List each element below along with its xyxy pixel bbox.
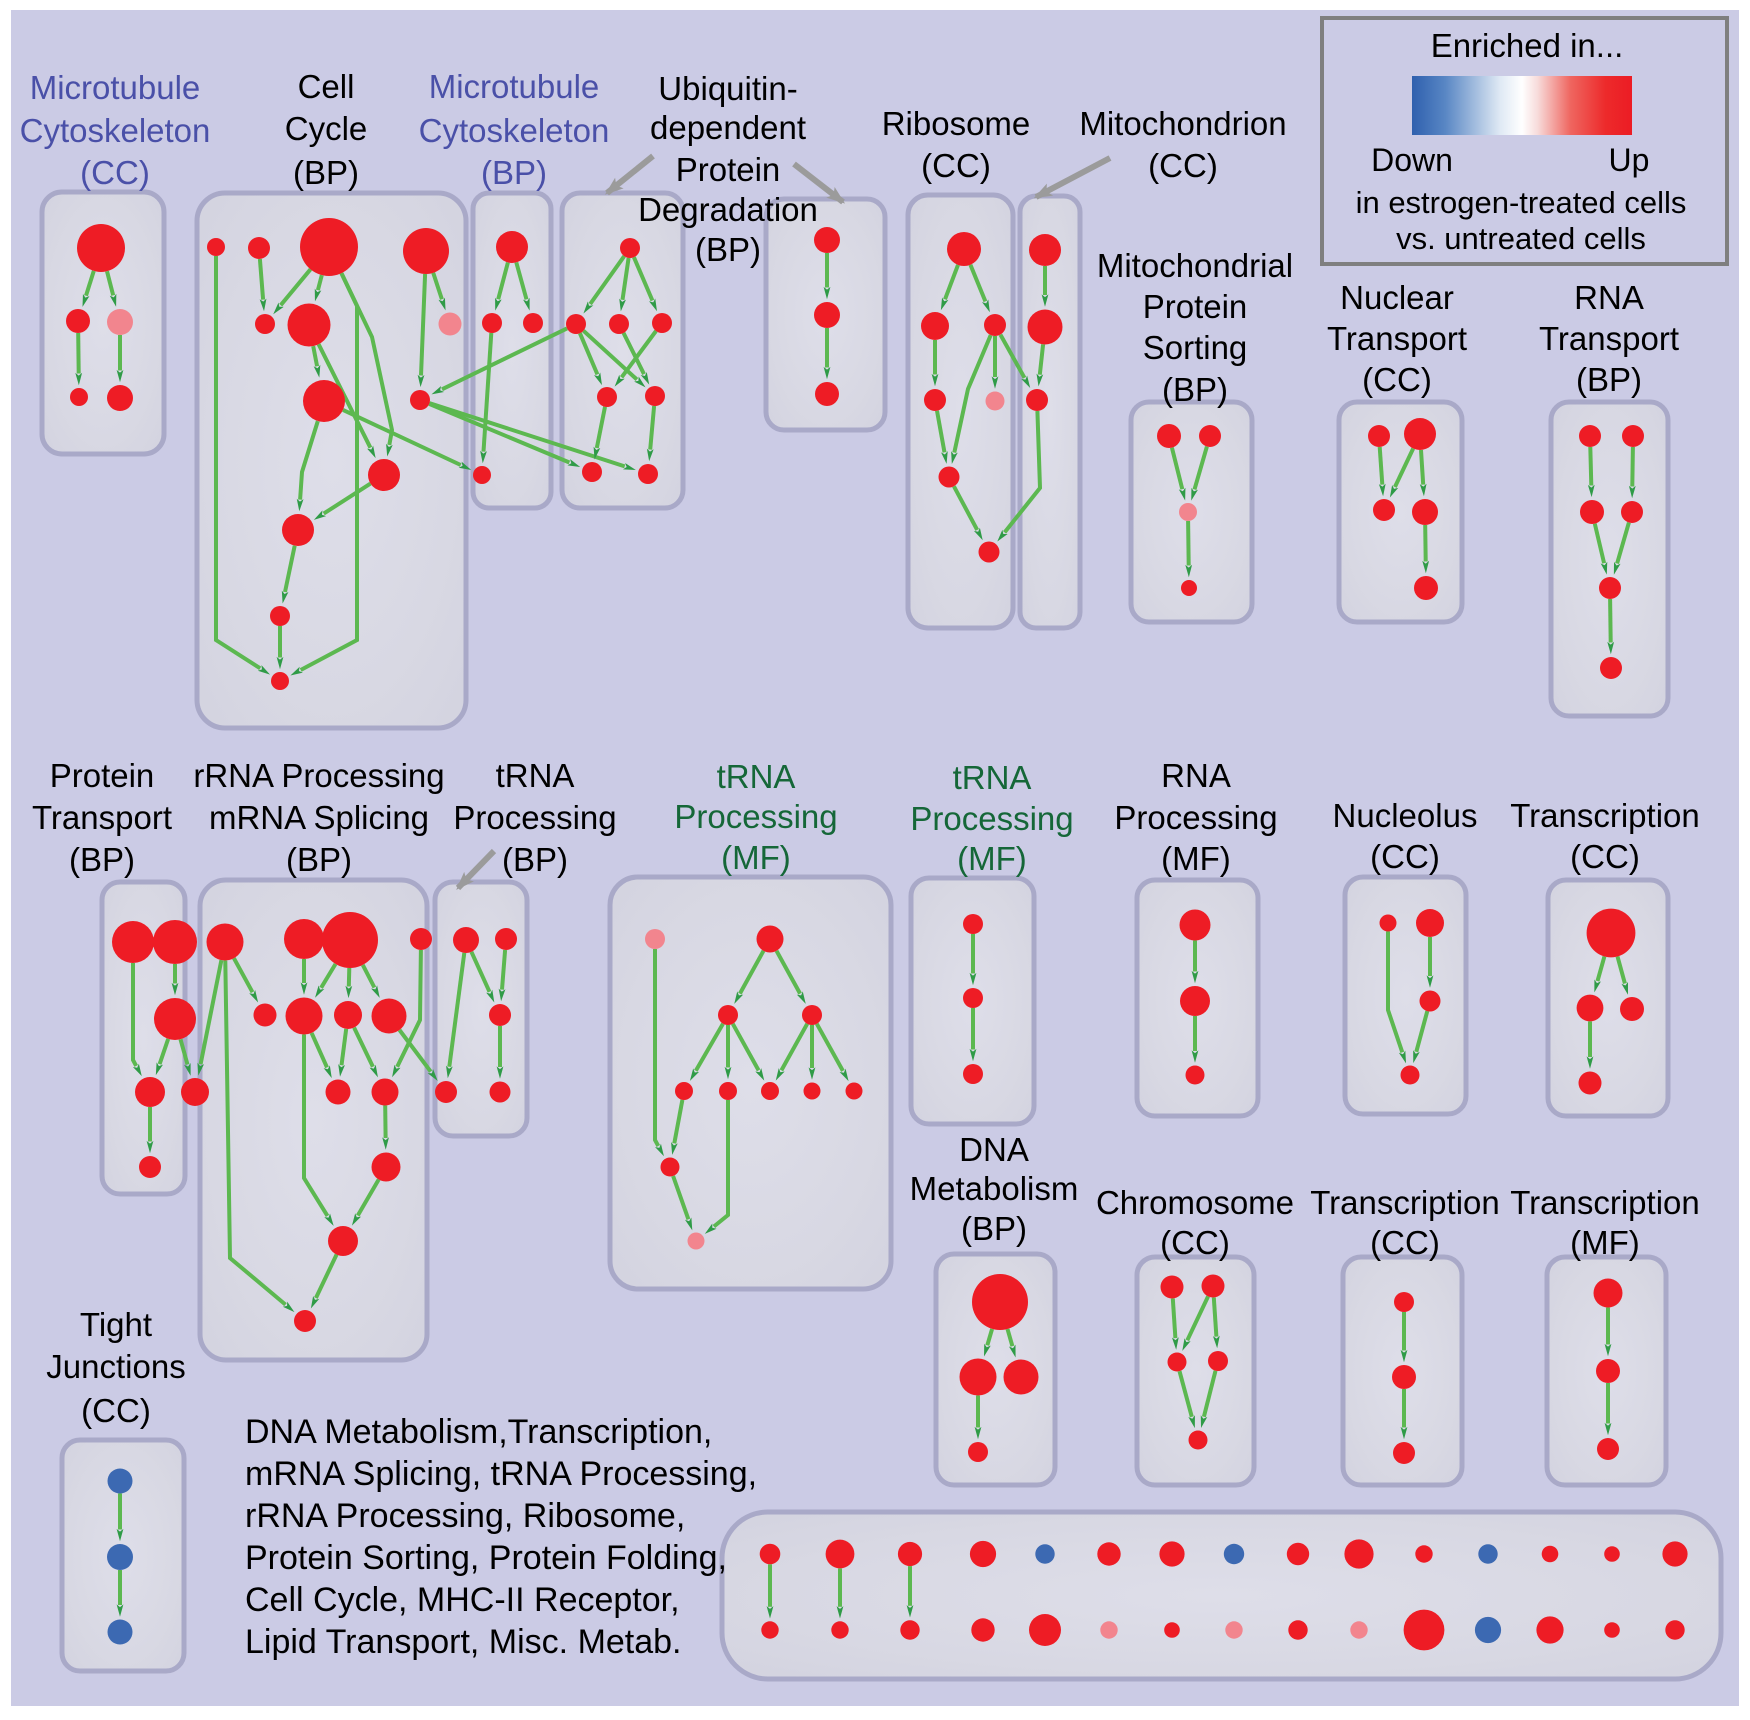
svg-text:(MF): (MF)	[957, 840, 1027, 877]
svg-text:Ribosome: Ribosome	[882, 105, 1031, 142]
svg-text:(CC): (CC)	[921, 147, 991, 184]
svg-text:(MF): (MF)	[721, 839, 791, 876]
svg-text:Processing: Processing	[910, 800, 1073, 837]
svg-text:vs. untreated cells: vs. untreated cells	[1396, 221, 1646, 256]
svg-text:Protein: Protein	[1143, 288, 1248, 325]
svg-text:tRNA: tRNA	[717, 758, 796, 795]
svg-text:Processing: Processing	[674, 798, 837, 835]
svg-text:(BP): (BP)	[961, 1210, 1027, 1247]
svg-text:Cycle: Cycle	[285, 110, 368, 147]
svg-text:tRNA: tRNA	[953, 759, 1032, 796]
svg-text:Cell: Cell	[298, 68, 355, 105]
svg-text:DNA: DNA	[959, 1131, 1029, 1168]
svg-text:Ubiquitin-: Ubiquitin-	[658, 70, 797, 107]
svg-text:Protein: Protein	[50, 757, 155, 794]
svg-text:Degradation: Degradation	[638, 191, 818, 228]
svg-text:(BP): (BP)	[481, 154, 547, 191]
svg-text:(MF): (MF)	[1161, 840, 1231, 877]
svg-text:Transcription: Transcription	[1310, 1184, 1500, 1221]
svg-text:Nuclear: Nuclear	[1340, 279, 1454, 316]
svg-text:Mitochondrion: Mitochondrion	[1079, 105, 1286, 142]
svg-text:mRNA Splicing, tRNA Processing: mRNA Splicing, tRNA Processing,	[245, 1455, 757, 1493]
svg-text:Junctions: Junctions	[46, 1348, 185, 1385]
svg-text:mRNA Splicing: mRNA Splicing	[209, 799, 429, 836]
svg-text:(CC): (CC)	[80, 154, 150, 191]
svg-text:(CC): (CC)	[81, 1392, 151, 1429]
svg-text:(BP): (BP)	[293, 154, 359, 191]
svg-text:RNA: RNA	[1161, 757, 1231, 794]
svg-text:Microtubule: Microtubule	[30, 69, 201, 106]
svg-text:Tight: Tight	[80, 1306, 152, 1343]
svg-text:Down: Down	[1371, 142, 1453, 178]
svg-text:Cytoskeleton: Cytoskeleton	[419, 112, 610, 149]
svg-text:dependent: dependent	[650, 109, 806, 146]
svg-text:Protein Sorting, Protein Foldi: Protein Sorting, Protein Folding,	[245, 1539, 727, 1577]
svg-text:(CC): (CC)	[1570, 838, 1640, 875]
svg-text:(BP): (BP)	[286, 841, 352, 878]
svg-text:Protein: Protein	[676, 151, 781, 188]
svg-text:(CC): (CC)	[1160, 1224, 1230, 1261]
svg-text:Cytoskeleton: Cytoskeleton	[20, 112, 211, 149]
svg-text:Enriched in...: Enriched in...	[1431, 27, 1624, 64]
svg-text:DNA Metabolism,Transcription,: DNA Metabolism,Transcription,	[245, 1413, 712, 1451]
svg-text:(BP): (BP)	[69, 841, 135, 878]
svg-text:Transcription: Transcription	[1510, 1184, 1700, 1221]
svg-text:Processing: Processing	[453, 799, 616, 836]
svg-text:Nucleolus: Nucleolus	[1333, 797, 1478, 834]
svg-text:RNA: RNA	[1574, 279, 1644, 316]
svg-text:Sorting: Sorting	[1143, 329, 1248, 366]
svg-text:(CC): (CC)	[1362, 361, 1432, 398]
svg-text:Cell Cycle, MHC-II Receptor,: Cell Cycle, MHC-II Receptor,	[245, 1581, 680, 1619]
svg-text:Microtubule: Microtubule	[429, 68, 600, 105]
svg-text:Transport: Transport	[1539, 320, 1679, 357]
svg-text:rRNA Processing, Ribosome,: rRNA Processing, Ribosome,	[245, 1497, 685, 1535]
svg-text:(BP): (BP)	[1576, 361, 1642, 398]
svg-text:Processing: Processing	[1114, 799, 1277, 836]
svg-text:Lipid Transport, Misc. Metab.: Lipid Transport, Misc. Metab.	[245, 1623, 682, 1661]
svg-text:(MF): (MF)	[1570, 1224, 1640, 1261]
svg-text:(CC): (CC)	[1148, 147, 1218, 184]
svg-text:Transcription: Transcription	[1510, 797, 1700, 834]
svg-text:Mitochondrial: Mitochondrial	[1097, 247, 1293, 284]
svg-text:(BP): (BP)	[695, 231, 761, 268]
svg-text:(CC): (CC)	[1370, 838, 1440, 875]
svg-text:tRNA: tRNA	[496, 757, 575, 794]
svg-text:in estrogen-treated cells: in estrogen-treated cells	[1356, 185, 1687, 220]
svg-text:(BP): (BP)	[1162, 371, 1228, 408]
svg-text:Metabolism: Metabolism	[910, 1170, 1079, 1207]
svg-text:(CC): (CC)	[1370, 1224, 1440, 1261]
svg-text:Up: Up	[1609, 142, 1650, 178]
svg-text:rRNA Processing: rRNA Processing	[193, 757, 444, 794]
svg-text:Chromosome: Chromosome	[1096, 1184, 1294, 1221]
svg-text:(BP): (BP)	[502, 841, 568, 878]
svg-text:Transport: Transport	[1327, 320, 1467, 357]
svg-text:Transport: Transport	[32, 799, 172, 836]
